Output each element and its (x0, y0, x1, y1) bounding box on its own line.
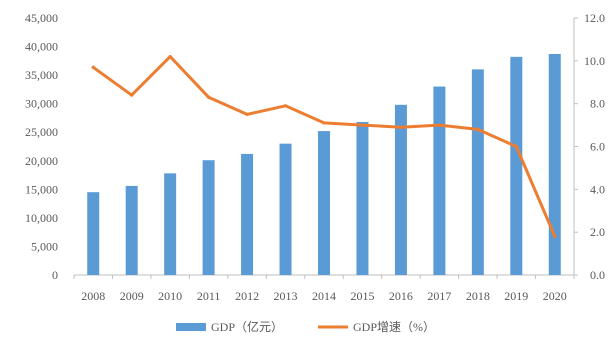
left-axis-tick-label: 15,000 (25, 182, 58, 196)
right-axis-tick-label: 6.0 (590, 140, 605, 154)
right-axis-tick-label: 12.0 (584, 11, 605, 25)
x-axis-tick-label-2020: 2020 (543, 289, 567, 303)
bar-2020 (548, 53, 561, 276)
x-axis-tick-labels: 2008 2009 2010 2011 2012 2013 2014 2015 2016 2017… (81, 289, 567, 303)
line-point-2019 (514, 144, 518, 149)
line-point-2008 (91, 65, 95, 69)
right-axis-tick-label: 10.0 (584, 54, 605, 68)
x-axis-tick-label-2018: 2018 (466, 289, 490, 303)
right-axis-tick-label: 8.0 (590, 97, 605, 111)
bar-2013 (279, 143, 292, 275)
left-axis-tick-label: 20,000 (25, 154, 58, 168)
bar-2015 (356, 121, 369, 275)
x-axis-tick-label-2009: 2009 (120, 289, 144, 303)
line-point-2011 (207, 95, 211, 99)
line-point-2018 (476, 127, 480, 131)
legend-label-gdp: GDP（亿元） (211, 319, 283, 334)
legend: GDP（亿元） GDP增速（%） (176, 319, 435, 334)
x-axis-tick-label-2008: 2008 (81, 289, 105, 303)
bar-2019 (510, 56, 523, 275)
x-axis-tick-label-2010: 2010 (158, 289, 182, 303)
line-series-gdp-growth (91, 54, 557, 239)
bar-2018 (471, 69, 484, 276)
line-point-2017 (437, 123, 441, 127)
x-axis-tick-label-2016: 2016 (389, 289, 413, 303)
left-axis-tick-labels: 0 5,000 10,000 15,000 20,000 25,000 30,000 35,0… (25, 11, 58, 282)
left-axis-tick-label: 10,000 (25, 211, 58, 225)
left-axis-tick-label: 40,000 (25, 40, 58, 54)
left-axis-tick-label: 45,000 (25, 11, 58, 25)
x-axis-tick-label-2012: 2012 (235, 289, 259, 303)
legend-label-gdp-growth: GDP增速（%） (353, 320, 435, 334)
bar-2016 (394, 104, 407, 275)
line-point-2010 (168, 54, 172, 59)
line-point-2014 (322, 121, 326, 125)
right-axis-tick-label: 0.0 (590, 268, 605, 282)
bar-series-gdp (87, 53, 561, 276)
x-axis-tick-label-2013: 2013 (274, 289, 298, 303)
x-axis-tick-label-2019: 2019 (504, 289, 528, 303)
bar-2011 (202, 160, 215, 275)
bar-2008 (87, 192, 100, 275)
bar-2010 (164, 173, 177, 275)
line-point-2016 (399, 125, 403, 129)
right-axis-tick-label: 4.0 (590, 182, 605, 196)
x-axis-tick-label-2011: 2011 (197, 289, 221, 303)
x-axis-tick-label-2017: 2017 (427, 289, 451, 303)
bar-2009 (125, 185, 138, 275)
x-axis-tick-label-2015: 2015 (350, 289, 374, 303)
right-axis-tick-labels: 0.0 2.0 4.0 6.0 8.0 10.0 12.0 (584, 11, 605, 282)
x-axis-tick-label-2014: 2014 (312, 289, 336, 303)
left-axis-tick-label: 0 (52, 268, 58, 282)
bar-2014 (318, 131, 330, 275)
legend-swatch-gdp (176, 323, 206, 331)
line-point-2015 (360, 123, 365, 127)
left-axis-tick-label: 30,000 (25, 97, 58, 111)
line-point-2020 (553, 234, 557, 239)
line-point-2012 (245, 112, 249, 116)
line-point-2013 (283, 104, 288, 108)
left-axis-tick-label: 35,000 (25, 68, 58, 82)
right-axis-tick-label: 2.0 (590, 225, 605, 239)
line-point-2009 (130, 93, 134, 97)
bar-2017 (433, 86, 446, 276)
left-axis-tick-label: 25,000 (25, 125, 58, 139)
left-axis-tick-label: 5,000 (31, 239, 58, 253)
bar-2012 (241, 153, 254, 275)
